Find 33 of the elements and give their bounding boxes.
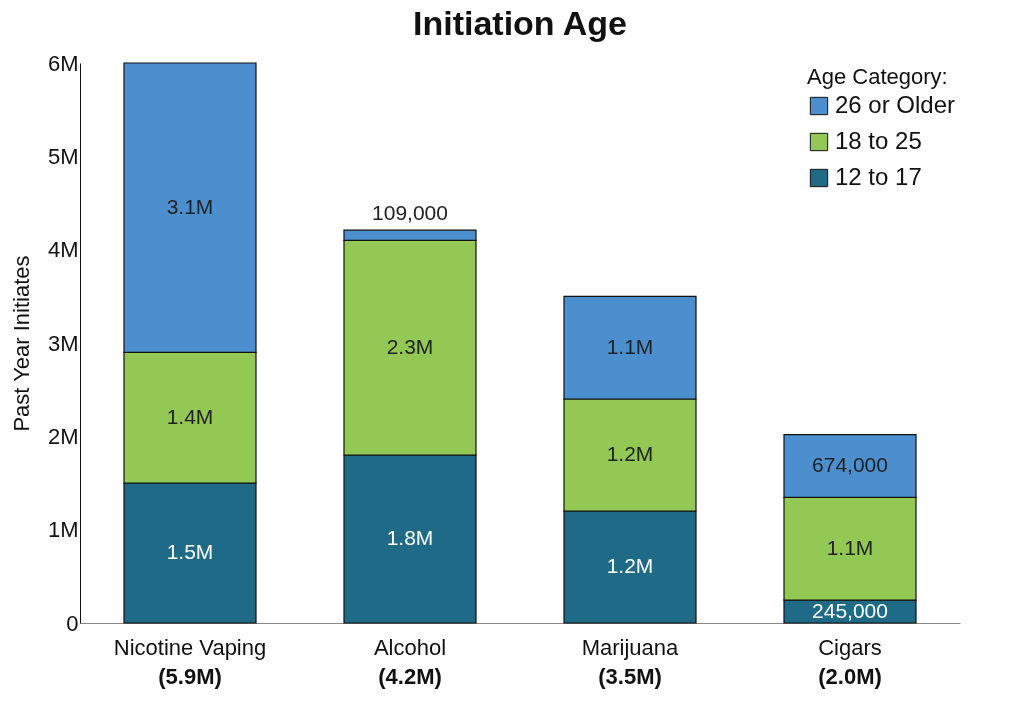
data-label: 1.1M — [826, 535, 874, 559]
data-label: 2.3M — [386, 334, 434, 358]
y-tick-label: 3M — [47, 330, 79, 356]
data-label: 1.1M — [606, 334, 654, 358]
x-tick-label: Alcohol — [373, 634, 447, 660]
legend-label: 26 or Older — [835, 91, 956, 118]
legend-label: 18 to 25 — [835, 127, 922, 154]
total-label: (4.2M) — [378, 664, 442, 689]
data-label: 3.1M — [166, 194, 214, 218]
x-tick-label: Nicotine Vaping — [113, 634, 267, 660]
y-tick-label: 5M — [47, 143, 79, 169]
data-label: 1.8M — [386, 526, 434, 549]
total-label: (5.9M) — [158, 664, 222, 689]
legend-label: 12 to 17 — [835, 163, 922, 190]
data-label: 1.2M — [606, 442, 654, 465]
data-label: 1.4M — [166, 404, 214, 428]
legend-title: Age Category: — [807, 64, 948, 89]
data-label: 1.5M — [166, 540, 214, 563]
y-tick-label: 4M — [47, 237, 79, 263]
total-label: (3.5M) — [598, 664, 662, 689]
y-tick-label: 2M — [47, 423, 79, 449]
y-tick-label: 6M — [47, 50, 79, 76]
data-label: 109,000 — [372, 201, 448, 225]
chart-title: Initiation Age — [412, 4, 628, 42]
data-label: 245,000 — [812, 598, 888, 622]
y-tick-label: 0 — [66, 610, 79, 636]
data-label: 1.2M — [606, 554, 654, 577]
y-axis-title: Past Year Initiates — [8, 255, 34, 432]
y-tick-label: 1M — [47, 517, 79, 543]
x-tick-label: Marijuana — [581, 634, 680, 660]
total-label: (2.0M) — [818, 664, 882, 689]
x-tick-label: Cigars — [818, 634, 882, 660]
data-label: 674,000 — [812, 453, 888, 477]
